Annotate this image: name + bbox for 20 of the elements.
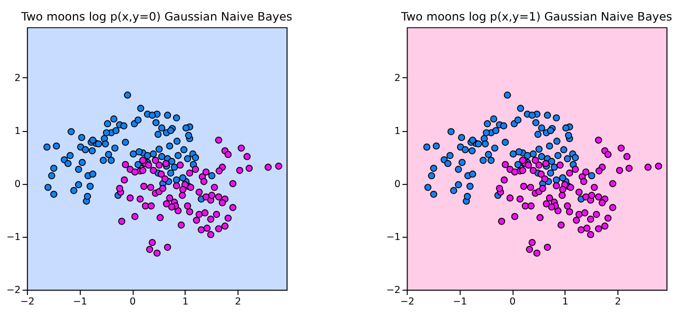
y-tick-label: 0	[14, 179, 21, 190]
x-tick-label: −1	[72, 296, 88, 308]
x-tick-label: −1	[452, 296, 468, 308]
x-tick-label: 0	[510, 296, 516, 308]
y-tick-label: 1	[394, 126, 401, 137]
x-tick-label: 1	[182, 296, 188, 308]
x-tick-label: 1	[562, 296, 568, 308]
x-tick-label: 2	[614, 296, 622, 308]
x-tick-label: 0	[130, 296, 136, 308]
x-tick-label: 2	[235, 296, 242, 308]
y-tick-label: −1	[386, 232, 401, 244]
chart-title: Two moons log p(x,y=1) Gaussian Naive Bayes	[400, 9, 672, 24]
y-tick-label: 1	[14, 126, 21, 137]
y-tick-label: −2	[386, 285, 401, 296]
y-tick-label: −1	[6, 232, 21, 244]
y-tick-label: 2	[14, 72, 21, 84]
y-tick-label: 0	[394, 179, 401, 190]
chart-title: Two moons log p(x,y=0) Gaussian Naive Bayes	[20, 9, 292, 24]
y-tick-label: 2	[394, 72, 401, 84]
y-tick-label: −2	[6, 285, 21, 296]
